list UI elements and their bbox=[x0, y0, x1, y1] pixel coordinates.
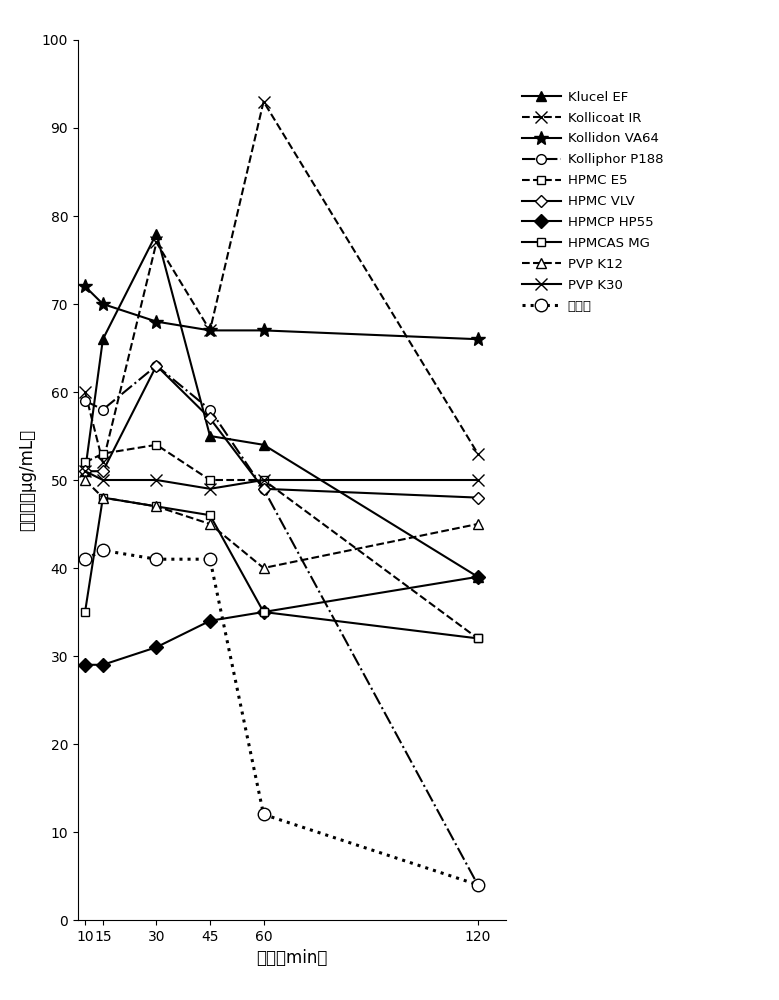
HPMCP HP55 bbox=[473, 571, 482, 583]
HPMC E5 bbox=[80, 456, 90, 468]
PVP K30 bbox=[152, 474, 161, 486]
PVP K30 bbox=[80, 465, 90, 477]
Line: Klucel EF: Klucel EF bbox=[80, 229, 483, 582]
X-axis label: 时间（min）: 时间（min） bbox=[256, 949, 328, 967]
Kolliphor P188 bbox=[98, 404, 108, 416]
对照组 bbox=[206, 553, 215, 565]
HPMCAS MG bbox=[80, 606, 90, 618]
PVP K12 bbox=[473, 518, 482, 530]
Kollidon VA64 bbox=[206, 324, 215, 336]
Kollicoat IR bbox=[473, 448, 482, 460]
HPMC E5 bbox=[259, 474, 268, 486]
HPMC E5 bbox=[473, 632, 482, 644]
HPMCAS MG bbox=[259, 606, 268, 618]
PVP K30 bbox=[206, 483, 215, 495]
Kolliphor P188 bbox=[259, 483, 268, 495]
Line: PVP K12: PVP K12 bbox=[80, 475, 483, 573]
对照组 bbox=[259, 808, 268, 820]
Line: Kolliphor P188: Kolliphor P188 bbox=[80, 361, 483, 890]
Kolliphor P188 bbox=[80, 395, 90, 407]
Kollidon VA64 bbox=[80, 280, 90, 292]
对照组 bbox=[80, 553, 90, 565]
Line: 对照组: 对照组 bbox=[79, 544, 484, 891]
Y-axis label: 溶解度（μg/mL）: 溶解度（μg/mL） bbox=[18, 429, 37, 531]
HPMCAS MG bbox=[152, 500, 161, 512]
Klucel EF bbox=[473, 571, 482, 583]
Kollicoat IR bbox=[80, 386, 90, 398]
Line: Kollicoat IR: Kollicoat IR bbox=[79, 96, 483, 468]
Kollidon VA64 bbox=[98, 298, 108, 310]
Kollicoat IR bbox=[259, 96, 268, 108]
Legend: Klucel EF, Kollicoat IR, Kollidon VA64, Kolliphor P188, HPMC E5, HPMC VLV, HPMCP: Klucel EF, Kollicoat IR, Kollidon VA64, … bbox=[521, 91, 663, 313]
对照组 bbox=[152, 553, 161, 565]
Kollicoat IR bbox=[152, 236, 161, 248]
HPMC E5 bbox=[206, 474, 215, 486]
PVP K30 bbox=[473, 474, 482, 486]
HPMCP HP55 bbox=[259, 606, 268, 618]
Line: HPMCP HP55: HPMCP HP55 bbox=[80, 572, 483, 670]
HPMC VLV bbox=[473, 492, 482, 504]
Line: PVP K30: PVP K30 bbox=[79, 466, 483, 494]
Line: HPMC VLV: HPMC VLV bbox=[81, 361, 482, 502]
HPMCP HP55 bbox=[98, 659, 108, 671]
HPMCP HP55 bbox=[152, 641, 161, 653]
HPMC VLV bbox=[80, 465, 90, 477]
HPMCP HP55 bbox=[206, 615, 215, 627]
HPMCAS MG bbox=[98, 492, 108, 504]
HPMC VLV bbox=[206, 412, 215, 424]
Line: HPMCAS MG: HPMCAS MG bbox=[81, 493, 482, 643]
PVP K12 bbox=[206, 518, 215, 530]
Kollicoat IR bbox=[98, 456, 108, 468]
Klucel EF bbox=[98, 333, 108, 345]
Kollidon VA64 bbox=[259, 324, 268, 336]
PVP K30 bbox=[98, 474, 108, 486]
Kolliphor P188 bbox=[473, 879, 482, 891]
Klucel EF bbox=[80, 465, 90, 477]
Klucel EF bbox=[259, 439, 268, 451]
HPMC VLV bbox=[259, 483, 268, 495]
Kolliphor P188 bbox=[152, 360, 161, 372]
HPMC E5 bbox=[152, 439, 161, 451]
HPMC VLV bbox=[98, 465, 108, 477]
Klucel EF bbox=[152, 228, 161, 240]
HPMCAS MG bbox=[473, 632, 482, 644]
Kolliphor P188 bbox=[206, 404, 215, 416]
HPMC E5 bbox=[98, 448, 108, 460]
PVP K30 bbox=[259, 474, 268, 486]
HPMCAS MG bbox=[206, 509, 215, 521]
对照组 bbox=[473, 879, 482, 891]
Kollidon VA64 bbox=[473, 333, 482, 345]
Kollidon VA64 bbox=[152, 316, 161, 328]
PVP K12 bbox=[80, 474, 90, 486]
PVP K12 bbox=[259, 562, 268, 574]
PVP K12 bbox=[98, 492, 108, 504]
Line: Kollidon VA64: Kollidon VA64 bbox=[78, 279, 485, 346]
Line: HPMC E5: HPMC E5 bbox=[81, 441, 482, 643]
HPMC VLV bbox=[152, 360, 161, 372]
Klucel EF bbox=[206, 430, 215, 442]
Kollicoat IR bbox=[206, 324, 215, 336]
HPMCP HP55 bbox=[80, 659, 90, 671]
对照组 bbox=[98, 544, 108, 556]
PVP K12 bbox=[152, 500, 161, 512]
